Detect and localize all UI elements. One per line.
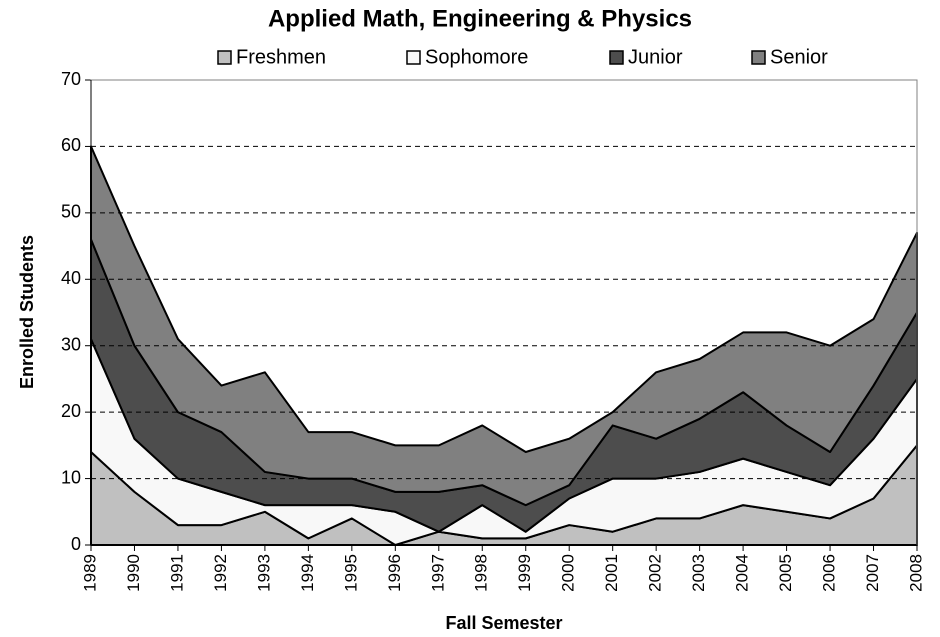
x-tick-label: 1991 [167, 554, 186, 592]
legend-swatch [751, 50, 766, 65]
y-axis-title: Enrolled Students [17, 235, 37, 389]
x-tick-label: 2007 [863, 554, 882, 592]
x-tick-label: 2006 [820, 554, 839, 592]
legend-swatch [609, 50, 624, 65]
x-tick-label: 1993 [254, 554, 273, 592]
y-tick-label: 40 [61, 268, 81, 288]
legend-label: Sophomore [425, 46, 528, 68]
chart-title: Applied Math, Engineering & Physics [268, 5, 692, 32]
legend-swatch [406, 50, 421, 65]
legend-swatch [217, 50, 232, 65]
x-axis-title: Fall Semester [445, 613, 562, 633]
x-tick-label: 1992 [211, 554, 230, 592]
legend-label: Junior [628, 46, 683, 68]
y-tick-label: 50 [61, 202, 81, 222]
x-tick-label: 1994 [298, 554, 317, 592]
x-tick-label: 1989 [80, 554, 99, 592]
x-tick-label: 2001 [602, 554, 621, 592]
x-tick-label: 2000 [559, 554, 578, 592]
x-tick-label: 1995 [341, 554, 360, 592]
x-tick-label: 1996 [385, 554, 404, 592]
y-tick-label: 20 [61, 401, 81, 421]
x-tick-label: 2005 [776, 554, 795, 592]
y-tick-label: 0 [71, 534, 81, 554]
x-tick-label: 2003 [689, 554, 708, 592]
x-tick-label: 2002 [646, 554, 665, 592]
y-tick-label: 10 [61, 467, 81, 487]
legend-label: Freshmen [236, 46, 326, 68]
x-tick-label: 2008 [906, 554, 925, 592]
x-tick-label: 1990 [124, 554, 143, 592]
x-tick-label: 1998 [472, 554, 491, 592]
x-tick-label: 1997 [428, 554, 447, 592]
y-tick-label: 30 [61, 334, 81, 354]
y-tick-label: 70 [61, 69, 81, 89]
x-tick-label: 1999 [515, 554, 534, 592]
y-tick-label: 60 [61, 135, 81, 155]
x-tick-label: 2004 [733, 554, 752, 592]
legend-label: Senior [770, 46, 828, 68]
